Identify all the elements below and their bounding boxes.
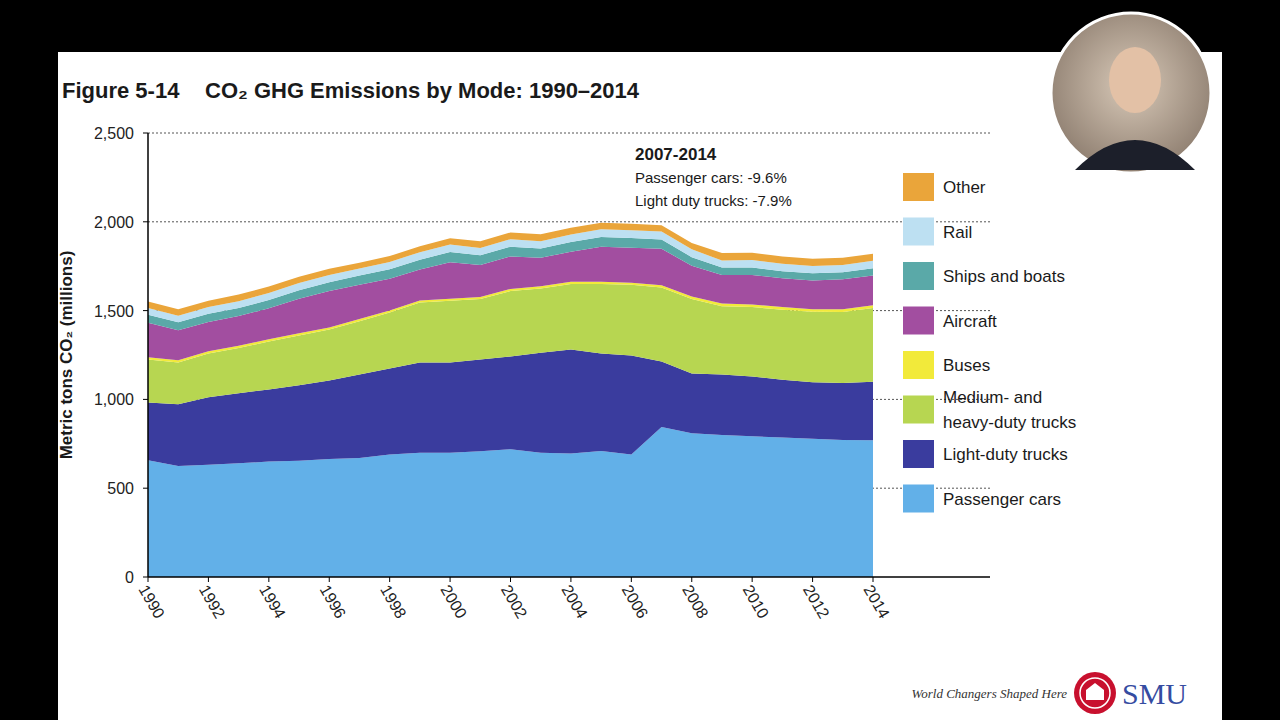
x-tick xyxy=(631,577,632,582)
x-tick-label: 2006 xyxy=(619,582,652,621)
figure-label: Figure 5-14 xyxy=(62,78,180,103)
y-tick-label: 1,000 xyxy=(94,391,134,408)
legend-label: Passenger cars xyxy=(943,490,1061,509)
legend-line: Aircraft xyxy=(943,312,997,331)
legend-label: Other xyxy=(943,178,986,197)
x-tick-label: 2000 xyxy=(437,582,470,621)
legend-swatch xyxy=(903,351,934,379)
legend: Other Rail Ships and boats Aircraft Buses Med… xyxy=(903,173,1076,513)
legend-label: Buses xyxy=(943,356,990,375)
y-tick-label: 0 xyxy=(125,569,134,586)
legend-line: Other xyxy=(943,178,986,197)
x-tick-label: 1992 xyxy=(196,582,229,621)
annotation: 2007-2014 Passenger cars: -9.6% Light duty… xyxy=(635,145,792,209)
y-tick xyxy=(143,577,148,578)
legend-line: Medium- and xyxy=(943,388,1042,407)
x-tick xyxy=(329,577,330,582)
area-series xyxy=(148,229,873,322)
y-tick xyxy=(143,488,148,489)
x-tick-label: 2010 xyxy=(740,582,773,621)
y-tick-label: 2,500 xyxy=(94,125,134,142)
legend-swatch xyxy=(903,262,934,290)
x-tick-label: 1998 xyxy=(377,582,410,621)
x-tick-label: 1996 xyxy=(317,582,350,621)
grid-line xyxy=(148,133,990,134)
presenter-video xyxy=(1051,13,1211,173)
axes: 0 500 1,000 1,500 2,000 2,500 1990 1992 1994 1996… xyxy=(57,125,990,621)
title-group: Figure 5-14 CO₂ GHG Emissions by Mode: 19… xyxy=(62,78,640,103)
x-tick-label: 1990 xyxy=(135,582,168,621)
y-tick xyxy=(143,399,148,400)
x-tick xyxy=(510,577,511,582)
grid xyxy=(148,133,990,488)
legend-label: Rail xyxy=(943,223,972,242)
y-tick xyxy=(143,133,148,134)
y-tick xyxy=(143,310,148,311)
page: Figure 5-14 CO₂ GHG Emissions by Mode: 19… xyxy=(0,0,1280,720)
x-tick xyxy=(148,577,149,582)
x-tick xyxy=(268,577,269,582)
legend-swatch xyxy=(903,173,934,201)
footer: World Changers Shaped Here SMU xyxy=(912,672,1188,714)
y-tick xyxy=(143,221,148,222)
x-tick-label: 2008 xyxy=(679,582,712,621)
x-tick xyxy=(691,577,692,582)
y-tick-label: 1,500 xyxy=(94,303,134,320)
x-tick-label: 2002 xyxy=(498,582,531,621)
legend-line: Buses xyxy=(943,356,990,375)
x-tick-label: 2014 xyxy=(860,582,893,621)
areas xyxy=(148,223,873,577)
legend-label: Ships and boats xyxy=(943,267,1065,286)
slide xyxy=(58,52,1222,720)
legend-line: Rail xyxy=(943,223,972,242)
video-frame xyxy=(0,0,1280,720)
legend-line: Ships and boats xyxy=(943,267,1065,286)
legend-label: Light-duty trucks xyxy=(943,445,1068,464)
legend-swatch xyxy=(903,218,934,246)
x-tick xyxy=(389,577,390,582)
logo-building xyxy=(1086,683,1104,700)
y-axis-line xyxy=(147,133,149,577)
x-tick-label: 2012 xyxy=(800,582,833,621)
legend-label: Aircraft xyxy=(943,312,997,331)
x-tick xyxy=(873,577,874,582)
legend-swatch xyxy=(903,485,934,513)
legend-line: Light-duty trucks xyxy=(943,445,1068,464)
legend-swatch xyxy=(903,307,934,335)
presenter-body xyxy=(1075,140,1195,170)
x-tick-label: 1994 xyxy=(256,582,289,621)
annotation-text: 2007-2014 xyxy=(635,145,717,164)
logo-text: SMU xyxy=(1122,677,1187,710)
x-tick-label: 2004 xyxy=(558,582,591,621)
area-series xyxy=(148,237,873,330)
grid-line xyxy=(148,221,990,222)
presenter-face xyxy=(1109,47,1161,113)
x-tick xyxy=(752,577,753,582)
y-axis-title: Metric tons CO₂ (millions) xyxy=(57,251,76,460)
legend-line: heavy-duty trucks xyxy=(943,413,1076,432)
footer-tagline: World Changers Shaped Here xyxy=(912,686,1068,701)
y-tick-label: 2,000 xyxy=(94,214,134,231)
x-tick xyxy=(208,577,209,582)
chart-title: CO₂ GHG Emissions by Mode: 1990–2014 xyxy=(205,78,640,103)
y-tick-label: 500 xyxy=(107,480,134,497)
legend-line: Passenger cars xyxy=(943,490,1061,509)
x-tick xyxy=(570,577,571,582)
area-series xyxy=(148,223,873,316)
annotation-text: Passenger cars: -9.6% xyxy=(635,169,787,186)
legend-swatch xyxy=(903,396,934,424)
annotation-text: Light duty trucks: -7.9% xyxy=(635,192,792,209)
logo-seal xyxy=(1074,672,1116,714)
logo-seal-ring xyxy=(1080,678,1110,708)
legend-label: Medium- and heavy-duty trucks xyxy=(943,388,1076,432)
legend-swatch xyxy=(903,440,934,468)
x-tick xyxy=(450,577,451,582)
x-axis-line xyxy=(148,576,990,578)
x-tick xyxy=(812,577,813,582)
